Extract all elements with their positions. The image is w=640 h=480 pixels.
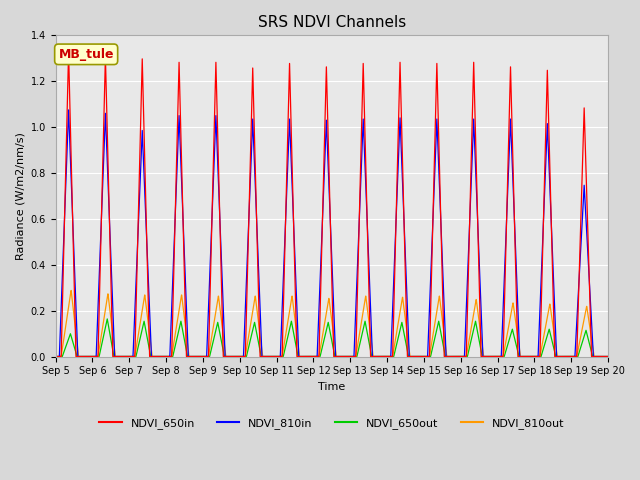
NDVI_650out xyxy=(52,354,60,360)
Line: NDVI_810out: NDVI_810out xyxy=(56,290,608,357)
NDVI_650in xyxy=(397,114,405,120)
NDVI_810in xyxy=(550,302,558,308)
NDVI_650in xyxy=(264,354,271,360)
NDVI_810out xyxy=(67,288,75,293)
NDVI_650out xyxy=(604,354,612,360)
Line: NDVI_650out: NDVI_650out xyxy=(56,319,608,357)
NDVI_810out xyxy=(118,354,125,360)
NDVI_650out xyxy=(553,354,561,360)
Legend: NDVI_650in, NDVI_810in, NDVI_650out, NDVI_810out: NDVI_650in, NDVI_810in, NDVI_650out, NDV… xyxy=(95,413,569,433)
NDVI_810out xyxy=(575,344,582,349)
NDVI_810out xyxy=(550,334,558,340)
Text: MB_tule: MB_tule xyxy=(58,48,114,61)
NDVI_650out xyxy=(575,351,582,357)
X-axis label: Time: Time xyxy=(318,382,346,392)
NDVI_810out xyxy=(553,352,561,358)
NDVI_810in xyxy=(575,282,582,288)
NDVI_650in xyxy=(553,354,561,360)
NDVI_810out xyxy=(604,354,612,360)
NDVI_650in xyxy=(52,354,60,360)
NDVI_650in xyxy=(575,286,582,292)
NDVI_650in xyxy=(604,354,612,360)
NDVI_810in xyxy=(65,107,72,113)
NDVI_810in xyxy=(553,354,561,360)
NDVI_810out xyxy=(397,301,405,307)
Title: SRS NDVI Channels: SRS NDVI Channels xyxy=(258,15,406,30)
NDVI_810in xyxy=(118,354,125,360)
NDVI_650out xyxy=(550,348,558,354)
NDVI_810out xyxy=(264,354,271,360)
NDVI_650in xyxy=(550,347,558,352)
NDVI_810in xyxy=(604,354,612,360)
NDVI_650out xyxy=(397,321,405,327)
NDVI_650out xyxy=(118,354,125,360)
NDVI_810in xyxy=(52,354,60,360)
NDVI_650in xyxy=(118,354,125,360)
Line: NDVI_650in: NDVI_650in xyxy=(56,52,608,357)
NDVI_810in xyxy=(264,354,271,360)
NDVI_650in xyxy=(65,49,72,55)
NDVI_650out xyxy=(264,354,271,360)
NDVI_810in xyxy=(397,150,405,156)
NDVI_650out xyxy=(104,316,111,322)
Y-axis label: Radiance (W/m2/nm/s): Radiance (W/m2/nm/s) xyxy=(15,132,25,260)
Line: NDVI_810in: NDVI_810in xyxy=(56,110,608,357)
NDVI_810out xyxy=(52,354,60,360)
